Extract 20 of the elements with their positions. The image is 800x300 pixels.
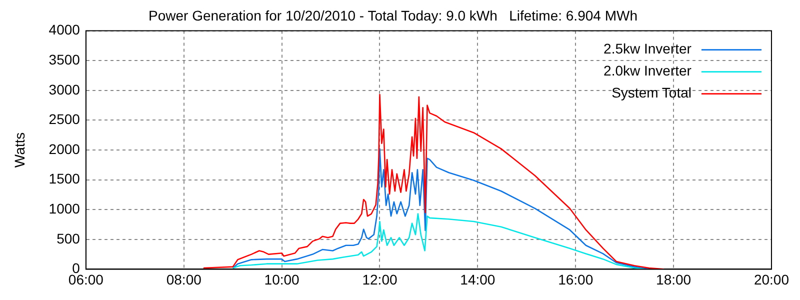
x-tick-label: 08:00 — [166, 271, 202, 288]
y-tick-label: 1500 — [48, 170, 80, 187]
y-tick-label: 3500 — [48, 51, 80, 68]
x-tick-label: 10:00 — [264, 271, 300, 288]
y-tick-label: 2000 — [48, 140, 80, 157]
y-tick-label: 1000 — [48, 200, 80, 216]
legend-label: 2.5kw Inverter — [604, 40, 692, 57]
y-tick-label: 2500 — [48, 111, 80, 128]
legend-label: System Total — [612, 84, 692, 101]
y-tick-label: 4000 — [48, 22, 80, 38]
x-tick-label: 16:00 — [558, 271, 594, 288]
x-tick-label: 12:00 — [362, 271, 398, 288]
legend-label: 2.0kw Inverter — [604, 62, 692, 79]
x-tick-label: 14:00 — [460, 271, 496, 288]
y-axis-title: Watts — [11, 132, 28, 168]
y-tick-label: 500 — [56, 230, 80, 246]
y-tick-label: 3000 — [48, 81, 80, 98]
x-tick-label: 20:00 — [754, 271, 790, 288]
chart-title: Power Generation for 10/20/2010 - Total Today: 9.0 kWh Lifetime: 6.904 MWh — [148, 7, 638, 24]
x-tick-label: 18:00 — [656, 271, 692, 288]
